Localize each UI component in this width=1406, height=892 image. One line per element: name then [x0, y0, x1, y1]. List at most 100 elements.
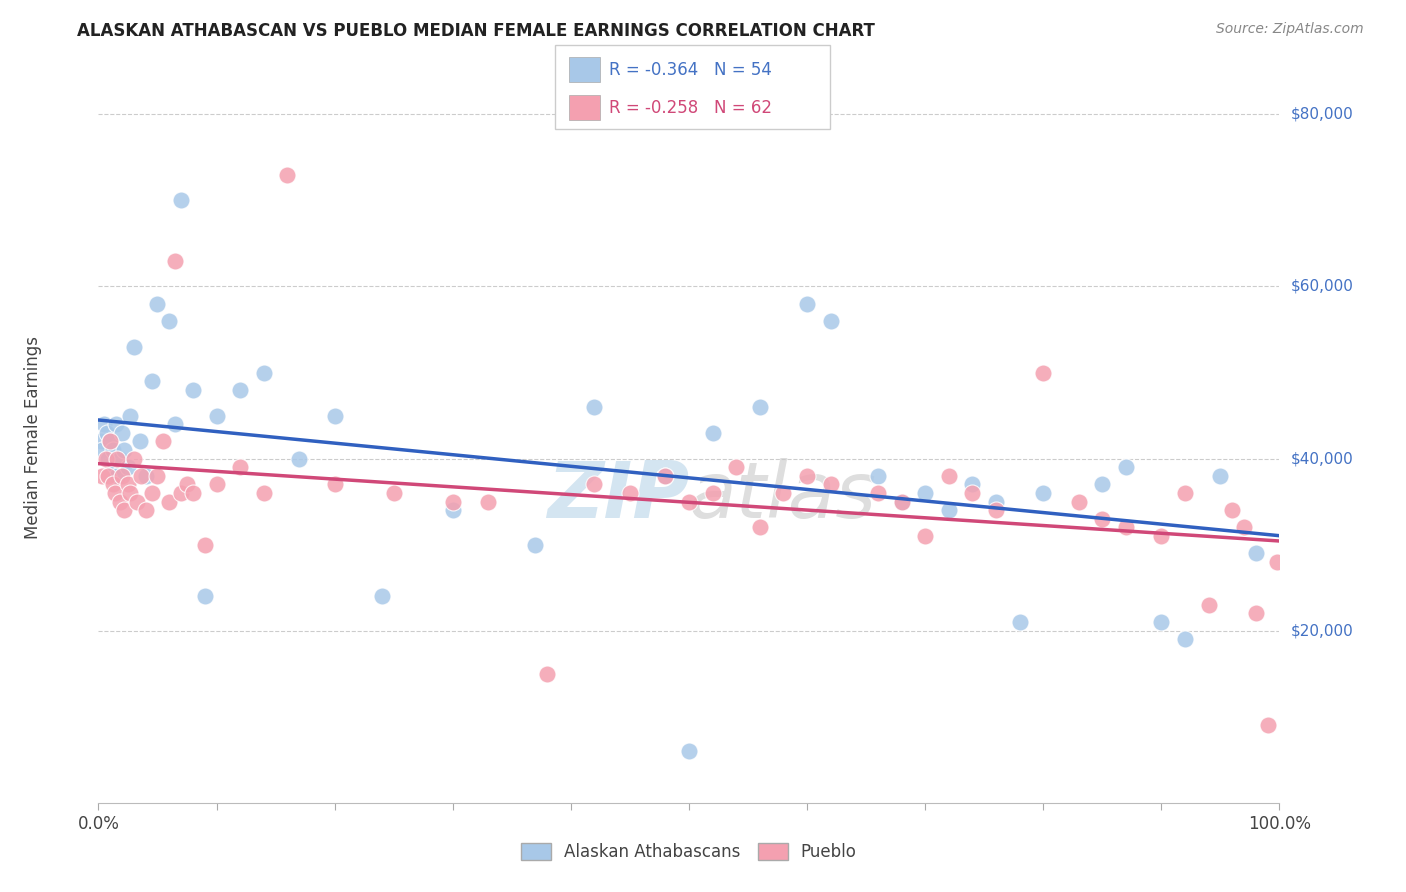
Point	[748, 400, 770, 414]
Point	[1265, 555, 1288, 569]
Point	[725, 460, 748, 475]
Point	[93, 417, 115, 432]
Point	[702, 425, 724, 440]
Point	[619, 486, 641, 500]
Text: atlas: atlas	[689, 458, 877, 533]
Point	[1209, 468, 1232, 483]
Point	[91, 442, 114, 457]
Point	[1091, 512, 1114, 526]
Text: R = -0.258   N = 62: R = -0.258 N = 62	[609, 99, 772, 117]
Point	[1150, 529, 1173, 543]
Point	[772, 486, 794, 500]
Point	[654, 468, 676, 483]
Point	[94, 451, 117, 466]
Point	[122, 451, 145, 466]
Point	[97, 451, 120, 466]
Text: Source: ZipAtlas.com: Source: ZipAtlas.com	[1216, 22, 1364, 37]
Point	[276, 168, 298, 182]
Point	[962, 486, 984, 500]
Point	[98, 434, 121, 449]
Point	[1257, 718, 1279, 732]
Point	[678, 494, 700, 508]
Point	[1174, 632, 1197, 647]
Point	[1174, 486, 1197, 500]
Point	[112, 442, 135, 457]
Point	[170, 486, 193, 500]
Point	[890, 494, 912, 508]
Point	[962, 477, 984, 491]
Point	[654, 468, 676, 483]
Point	[104, 486, 127, 500]
Point	[1150, 615, 1173, 629]
Point	[170, 194, 193, 208]
Point	[101, 477, 124, 491]
Point	[229, 383, 252, 397]
Point	[583, 400, 606, 414]
Point	[1115, 460, 1137, 475]
Point	[796, 468, 818, 483]
Point	[135, 503, 157, 517]
Point	[1198, 598, 1220, 612]
Point	[820, 477, 842, 491]
Point	[1115, 520, 1137, 534]
Point	[205, 409, 228, 423]
Point	[866, 486, 889, 500]
Point	[984, 503, 1007, 517]
Point	[938, 468, 960, 483]
Point	[111, 468, 134, 483]
Point	[112, 503, 135, 517]
Point	[914, 486, 936, 500]
Point	[101, 442, 124, 457]
Point	[914, 529, 936, 543]
Point	[194, 538, 217, 552]
Point	[1244, 607, 1267, 621]
Point	[108, 451, 131, 466]
Point	[98, 434, 121, 449]
Point	[117, 460, 139, 475]
Point	[90, 434, 112, 449]
Point	[382, 486, 405, 500]
Point	[1091, 477, 1114, 491]
Point	[157, 494, 180, 508]
Point	[253, 486, 276, 500]
Point	[146, 296, 169, 310]
Point	[141, 374, 163, 388]
Point	[111, 425, 134, 440]
Legend: Alaskan Athabascans, Pueblo: Alaskan Athabascans, Pueblo	[515, 836, 863, 868]
Text: $20,000: $20,000	[1291, 624, 1354, 638]
Text: ALASKAN ATHABASCAN VS PUEBLO MEDIAN FEMALE EARNINGS CORRELATION CHART: ALASKAN ATHABASCAN VS PUEBLO MEDIAN FEMA…	[77, 22, 875, 40]
Point	[127, 494, 149, 508]
Point	[1244, 546, 1267, 560]
Point	[748, 520, 770, 534]
Point	[117, 477, 139, 491]
Point	[122, 340, 145, 354]
Point	[141, 486, 163, 500]
Point	[536, 666, 558, 681]
Point	[135, 468, 157, 483]
Point	[866, 468, 889, 483]
Point	[176, 477, 198, 491]
Point	[157, 314, 180, 328]
Text: ZIP: ZIP	[547, 458, 689, 533]
Point	[1032, 486, 1054, 500]
Point	[1233, 520, 1256, 534]
Point	[253, 366, 276, 380]
Point	[105, 451, 128, 466]
Point	[104, 460, 127, 475]
Point	[165, 417, 187, 432]
Point	[146, 468, 169, 483]
Point	[129, 468, 152, 483]
Point	[477, 494, 499, 508]
Point	[97, 468, 120, 483]
Point	[984, 494, 1007, 508]
Point	[583, 477, 606, 491]
Text: R = -0.364   N = 54: R = -0.364 N = 54	[609, 61, 772, 79]
Point	[1067, 494, 1090, 508]
Text: $80,000: $80,000	[1291, 107, 1354, 122]
Point	[288, 451, 311, 466]
Point	[152, 434, 174, 449]
Point	[796, 296, 818, 310]
Point	[441, 494, 464, 508]
Point	[371, 589, 394, 603]
Point	[1032, 366, 1054, 380]
